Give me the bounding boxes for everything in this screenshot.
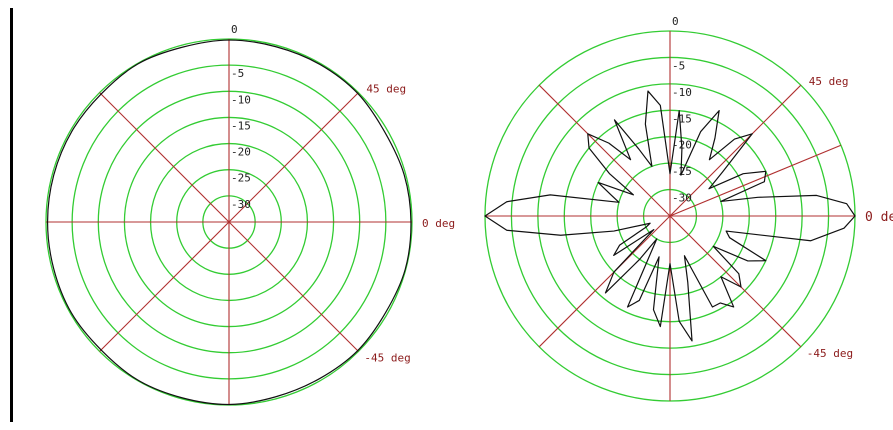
radial-grid-line (228, 92, 359, 223)
radial-grid-line (538, 84, 671, 217)
ring-label: -15 (672, 112, 692, 125)
pattern-trace (484, 90, 856, 342)
radial-grid-line (669, 144, 842, 217)
ring-label: -10 (231, 93, 251, 106)
frame-rule (10, 8, 13, 422)
ring-label: -10 (672, 86, 692, 99)
pattern-trace (46, 39, 412, 406)
ring-label: -30 (231, 198, 251, 211)
angle-label: 0 deg (422, 217, 455, 230)
ring-label: -25 (231, 172, 251, 185)
ring-label: 0 (672, 15, 679, 28)
ring-label: -15 (231, 119, 251, 132)
angle-label: 45 deg (366, 83, 406, 96)
ring-label: -5 (231, 67, 244, 80)
radial-grid-line (538, 215, 671, 348)
radial-grid-line (669, 215, 802, 348)
angle-label: 0 deg (865, 210, 893, 225)
radial-grid-line (228, 221, 359, 352)
ring-label: -5 (672, 59, 685, 72)
angle-label: -45 deg (807, 347, 853, 360)
ring-label: 0 (231, 23, 238, 36)
angle-label: -45 deg (364, 351, 410, 364)
radial-grid-line (669, 84, 802, 217)
ring-label: -30 (672, 192, 692, 205)
polar-chart-left: 0 -5 -10 -15 -20 -25 -30 0 deg 45 deg -45 deg (45, 23, 455, 406)
radial-grid-line (99, 92, 230, 223)
ring-label: -20 (231, 146, 251, 159)
angle-label: 45 deg (809, 75, 849, 88)
radial-grid-line (99, 221, 230, 352)
